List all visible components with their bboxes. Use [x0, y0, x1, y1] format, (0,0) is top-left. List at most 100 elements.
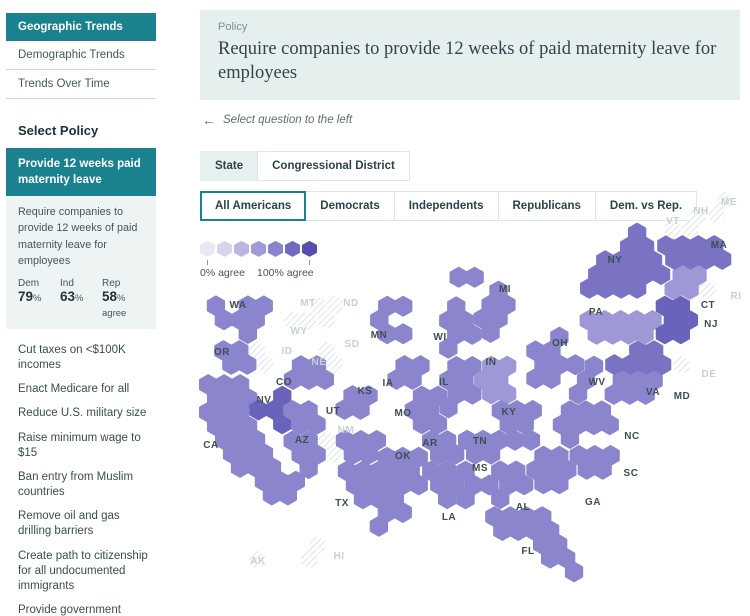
- policy-list: Cut taxes on <$100K incomes Enact Medicar…: [6, 343, 158, 616]
- state-tx-label: TX: [335, 498, 349, 509]
- state-pa-hexes[interactable]: [579, 310, 662, 345]
- selected-policy-title[interactable]: Provide 12 weeks paid maternity leave: [6, 148, 156, 197]
- party-label: Rep: [102, 277, 121, 289]
- state-id-hexes: [249, 341, 274, 374]
- state-az-hexes[interactable]: [283, 430, 326, 479]
- state-la-hexes[interactable]: [422, 460, 465, 509]
- state-tn-hexes[interactable]: [458, 429, 541, 465]
- state-nj-hexes[interactable]: [655, 295, 698, 345]
- state-nh-hexes: [682, 206, 707, 239]
- select-policy-heading: Select Policy: [18, 123, 99, 138]
- state-oh-hexes[interactable]: [526, 326, 585, 389]
- state-tx-hexes[interactable]: [337, 446, 428, 537]
- state-nv-hexes[interactable]: [249, 385, 292, 435]
- state-hi-label: HI: [334, 551, 345, 562]
- state-wv-hexes[interactable]: [568, 355, 604, 405]
- group-tab-independents[interactable]: Independents: [393, 190, 499, 221]
- state-fl-hexes[interactable]: [485, 506, 584, 583]
- party-value-number: 58: [102, 288, 118, 304]
- state-mn-hexes[interactable]: [370, 295, 413, 345]
- party-stat-rep: Rep 58% agree: [102, 278, 144, 319]
- party-stats: Dem 79% Ind 63% Rep 58% agree: [18, 278, 144, 319]
- state-nj-label: NJ: [704, 319, 718, 330]
- selected-policy-description: Require companies to provide 12 weeks of…: [18, 206, 138, 267]
- group-tab-democrats[interactable]: Democrats: [305, 190, 395, 221]
- view-tab-state[interactable]: State: [200, 150, 259, 181]
- state-or-hexes[interactable]: [214, 340, 257, 375]
- group-tab-all-americans[interactable]: All Americans: [200, 190, 307, 221]
- state-in-hexes[interactable]: [474, 355, 517, 405]
- state-de-hexes: [673, 355, 690, 375]
- legend-hex-6: [285, 240, 300, 257]
- legend-hex-1: [200, 240, 215, 257]
- policy-list-item-8[interactable]: Provide government health insurance opti…: [18, 604, 121, 616]
- policy-list-item-4[interactable]: Raise minimum wage to $15: [18, 431, 141, 459]
- state-wa-hexes[interactable]: [206, 295, 273, 344]
- select-question-hint: ← Select question to the left: [202, 113, 740, 127]
- state-ky-hexes[interactable]: [491, 400, 542, 435]
- state-sc-hexes[interactable]: [569, 445, 620, 480]
- state-wi-hexes[interactable]: [439, 296, 482, 359]
- state-sc-label: SC: [624, 468, 639, 479]
- state-nc-hexes[interactable]: [552, 400, 619, 449]
- legend-hex-3: [234, 240, 249, 257]
- party-value: 79%: [18, 289, 60, 304]
- state-ga-hexes[interactable]: [526, 445, 577, 495]
- state-nc-label: NC: [624, 431, 639, 442]
- policy-list-item-6[interactable]: Remove oil and gas drilling barriers: [18, 510, 120, 538]
- state-md-label: MD: [674, 391, 691, 402]
- state-ut-hexes[interactable]: [283, 400, 326, 435]
- party-value-sign: %: [33, 292, 42, 304]
- state-ar-hexes[interactable]: [422, 430, 465, 465]
- policy-eyebrow-label: Policy: [218, 21, 248, 33]
- sidebar-tab-geographic-trends[interactable]: Geographic Trends: [6, 13, 156, 41]
- selected-policy-body: Require companies to provide 12 weeks of…: [6, 196, 156, 329]
- party-label: Dem: [18, 277, 40, 289]
- state-ms-hexes[interactable]: [456, 460, 499, 510]
- policy-list-item-7[interactable]: Create path to citizenship for all undoc…: [18, 549, 148, 592]
- policy-list-item-3[interactable]: Reduce U.S. military size: [18, 407, 147, 420]
- state-va-hexes[interactable]: [604, 370, 663, 405]
- state-nd-hexes: [326, 295, 343, 315]
- party-stat-ind: Ind 63%: [60, 278, 102, 319]
- state-ny-hexes[interactable]: [580, 222, 671, 299]
- selected-policy-card[interactable]: Provide 12 weeks paid maternity leave Re…: [6, 148, 156, 329]
- state-ia-hexes[interactable]: [387, 355, 430, 390]
- state-ct-hexes[interactable]: [664, 265, 707, 300]
- state-ks-hexes[interactable]: [335, 385, 378, 420]
- policy-list-item-5[interactable]: Ban entry from Muslim countries: [18, 470, 134, 499]
- state-il-hexes[interactable]: [439, 356, 482, 419]
- group-tab-republicans[interactable]: Republicans: [497, 190, 596, 221]
- party-stat-dem: Dem 79%: [18, 278, 60, 319]
- group-tab-bar: All Americans Democrats Independents Republ…: [200, 190, 740, 221]
- legend-min-tick: [207, 259, 208, 265]
- policy-list-item-1[interactable]: Cut taxes on <$100K incomes: [18, 343, 126, 372]
- state-mi-hexes[interactable]: [449, 266, 516, 343]
- group-tab-dem-vs-rep-[interactable]: Dem. vs Rep.: [594, 190, 698, 221]
- state-me-hexes: [708, 191, 733, 224]
- state-sd-hexes: [318, 310, 335, 330]
- party-label: Ind: [60, 277, 74, 289]
- policy-header: Policy Require companies to provide 12 w…: [200, 10, 740, 100]
- sidebar-tab-demographic-trends[interactable]: Demographic Trends: [6, 41, 156, 70]
- state-ok-hexes[interactable]: [335, 430, 386, 465]
- state-al-hexes[interactable]: [491, 460, 534, 509]
- state-ca-hexes[interactable]: [199, 374, 305, 506]
- legend-hex-2: [217, 240, 232, 257]
- sidebar-tab-list: Geographic Trends Demographic Trends Trend…: [6, 13, 158, 99]
- legend-max-label: 100% agree: [257, 266, 314, 279]
- party-value-sign: %: [117, 292, 126, 304]
- state-wy-hexes: [284, 310, 317, 330]
- state-md-hexes[interactable]: [605, 340, 672, 375]
- party-value: 63%: [60, 289, 102, 304]
- legend-max-tick: [309, 259, 310, 265]
- sidebar-tab-trends-over-time[interactable]: Trends Over Time: [6, 70, 156, 99]
- view-tab-congressional-district[interactable]: Congressional District: [257, 150, 410, 181]
- state-sd-label: SD: [345, 339, 360, 350]
- state-co-hexes[interactable]: [283, 355, 334, 390]
- view-tab-bar: State Congressional District: [200, 150, 740, 181]
- state-mo-hexes[interactable]: [404, 385, 448, 435]
- policy-list-item-2[interactable]: Enact Medicare for all: [18, 383, 130, 396]
- state-ma-hexes[interactable]: [657, 235, 732, 270]
- party-value-sign: %: [75, 292, 84, 304]
